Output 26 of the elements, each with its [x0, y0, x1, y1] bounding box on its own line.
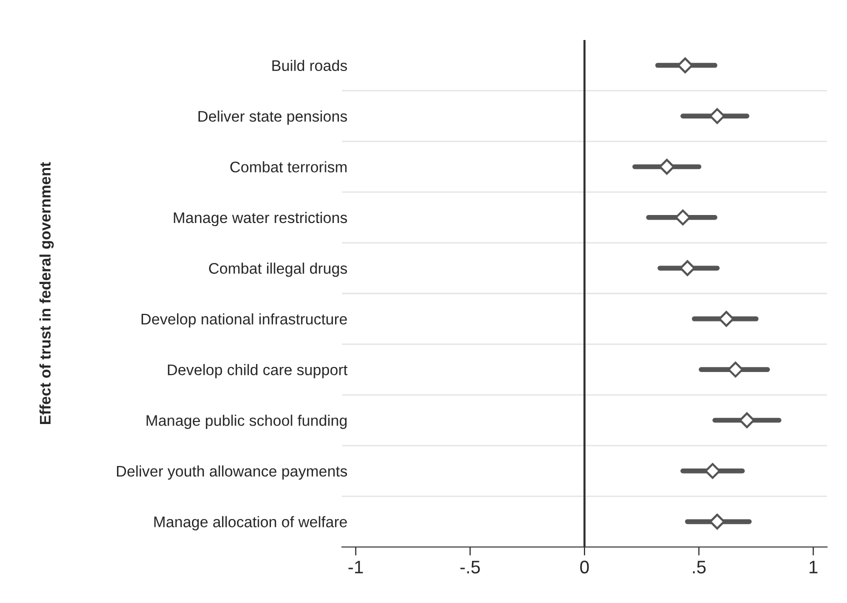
y-tick-label: Combat terrorism	[230, 161, 347, 172]
y-tick-label: Build roads	[272, 60, 348, 72]
y-tick-label: Develop child care support	[168, 364, 348, 378]
y-tick-label: Develop national infrastructure	[142, 313, 347, 328]
y-tick-label: Combat illegal drugs	[209, 262, 348, 277]
y-tick-label: Deliver state pensions	[198, 110, 348, 125]
x-tick-label: -.5	[460, 560, 480, 574]
point	[728, 362, 744, 378]
y-tick-label: Manage water restrictions	[174, 212, 348, 226]
y-tick-label: Manage allocation of welfare	[154, 516, 347, 530]
x-tick-label: 1	[810, 560, 818, 574]
y-tick-label: Deliver youth allowance payments	[116, 465, 348, 480]
point	[674, 210, 691, 226]
point	[680, 260, 696, 276]
x-tick-label: 0	[580, 560, 589, 574]
point	[709, 108, 726, 124]
point	[677, 57, 694, 74]
x-tick-label: -1	[348, 560, 363, 574]
y-tick-label: Manage public school funding	[146, 414, 347, 429]
point	[704, 463, 721, 479]
y-axis-title: Effect of trust in federal government	[39, 162, 54, 424]
point	[709, 514, 726, 530]
point	[658, 158, 675, 175]
point	[739, 412, 755, 428]
point	[718, 310, 734, 327]
x-tick-label: .5	[693, 560, 706, 574]
